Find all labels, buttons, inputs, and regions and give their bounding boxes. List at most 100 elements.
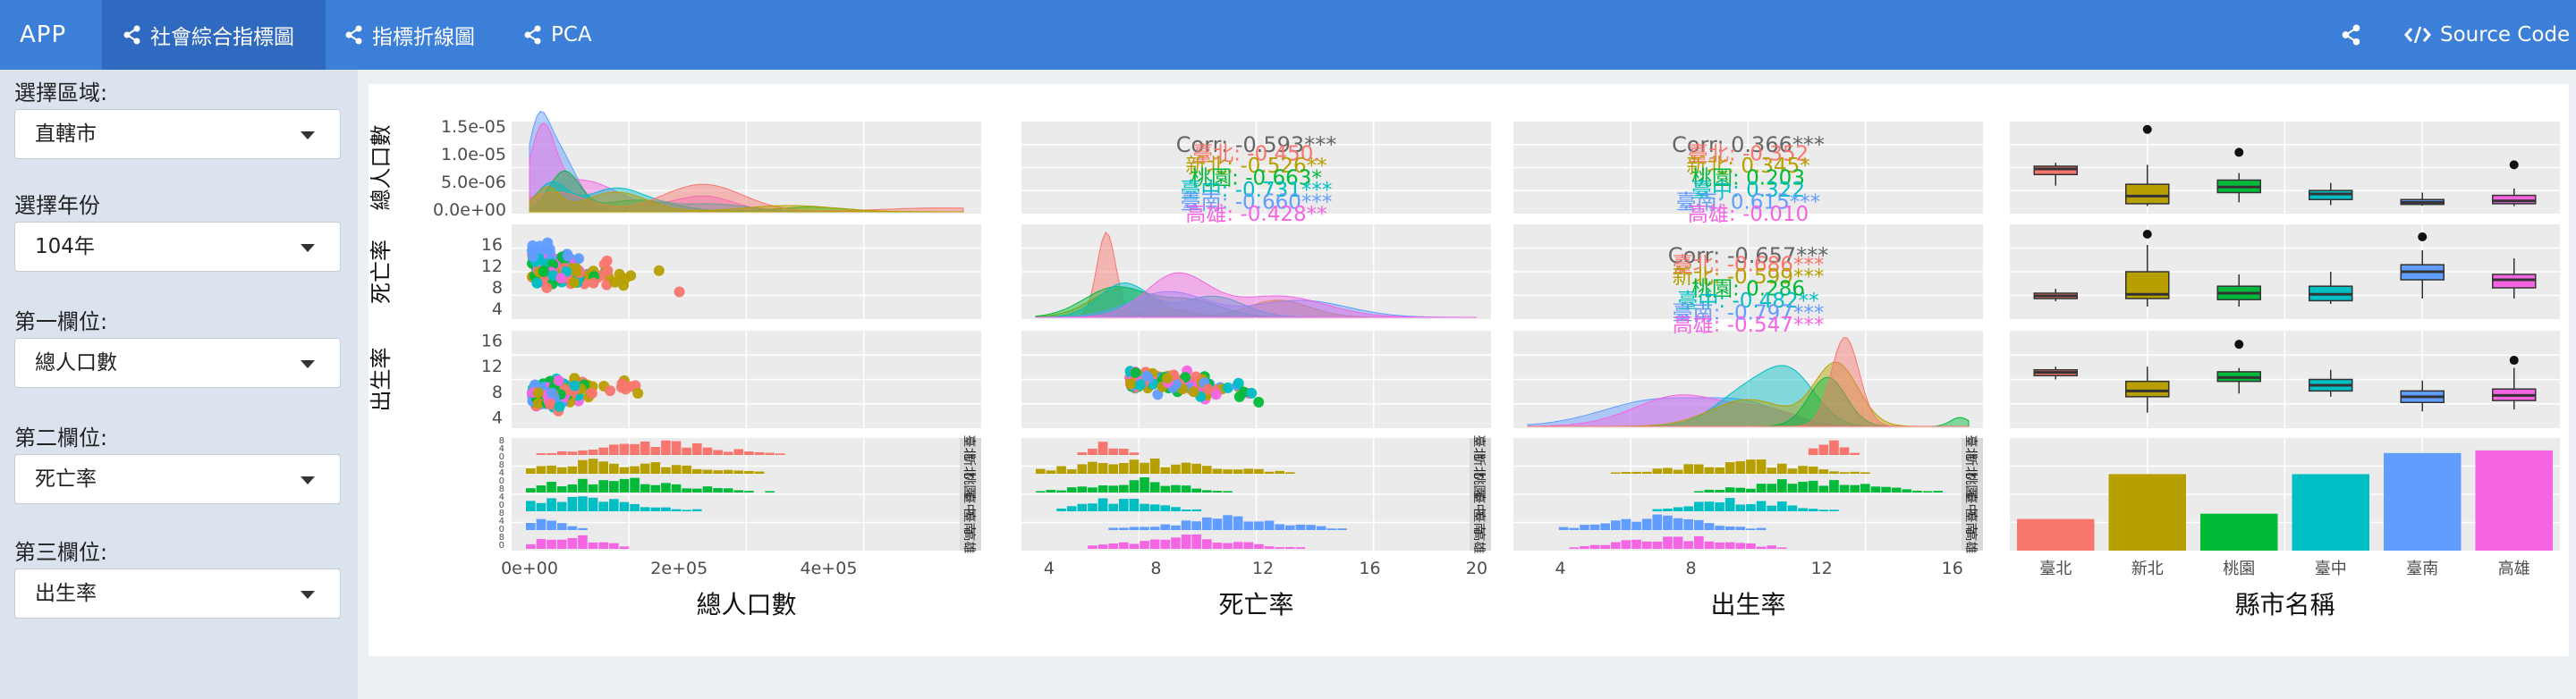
hist-bar-新北 (588, 459, 598, 474)
corr-新北: 新北: -0.599*** (1673, 265, 1825, 289)
corr-桃園: 桃園: -0.663* (1191, 167, 1322, 190)
app-brand[interactable]: APP (20, 21, 67, 48)
hist-bar-臺南 (1181, 520, 1191, 530)
outlier-point (2509, 160, 2519, 170)
corr-overall: Corr: -0.657*** (1668, 243, 1828, 268)
second-field-select[interactable]: 死亡率 (14, 454, 341, 504)
source-code-link[interactable]: Source Code (2404, 0, 2570, 70)
hist-bar-臺北 (1097, 442, 1108, 455)
hist-bar-臺中 (598, 501, 608, 511)
hist-bar-高雄 (567, 537, 578, 549)
hist-bar-高雄 (1223, 543, 1233, 549)
corr-桃園: 桃園: 0.203 (1691, 167, 1805, 190)
x-axis-title: 縣市名稱 (2234, 590, 2334, 619)
first-field-select[interactable]: 總人口數 (14, 338, 341, 388)
corr-臺中: 臺中: 0.322 (1691, 179, 1805, 202)
hist-bar-新北 (1756, 459, 1767, 474)
scatter-point (632, 388, 644, 399)
hist-bar-桃園 (1036, 491, 1046, 493)
hist-bar-臺北 (682, 447, 691, 455)
y-tick-hist: 8 (499, 436, 504, 446)
hist-bar-新北 (1181, 462, 1191, 474)
hist-bar-臺北 (1839, 447, 1850, 455)
third-field-select[interactable]: 出生率 (14, 568, 341, 619)
hist-bar-新北 (609, 463, 619, 474)
hist-bar-桃園 (1223, 491, 1233, 493)
scatter-point (609, 276, 621, 288)
hist-bar-新北 (1694, 464, 1704, 474)
scatter-point (569, 380, 580, 392)
tab-social-indicators[interactable]: 社會綜合指標圖 (102, 0, 326, 70)
plot-output: Corr: -0.593*** 臺北: -0.450. 新北: -0.526** 桃園… (369, 84, 2569, 656)
x-axis-title: 死亡率 (1218, 590, 1293, 619)
hist-bar-高雄 (1580, 546, 1589, 549)
hist-bar-新北 (1285, 472, 1295, 474)
hist-bar-高雄 (547, 539, 556, 549)
hist-bar-臺南 (1191, 521, 1201, 530)
hist-bar-新北 (1808, 466, 1818, 474)
hist-bar-臺中 (1704, 501, 1715, 511)
scatter-point (531, 277, 543, 289)
hist-bar-新北 (1191, 463, 1201, 474)
hist-bar-臺中 (1767, 505, 1776, 511)
hist-bar-高雄 (1641, 541, 1652, 549)
y-tick-death: 4 (492, 299, 503, 319)
year-label: 選擇年份 (14, 193, 100, 218)
year-select[interactable]: 104年 (14, 222, 341, 272)
hist-bar-臺南 (1715, 526, 1724, 530)
bar-桃園 (2200, 513, 2278, 551)
hist-bar-臺中 (1171, 507, 1181, 511)
hist-bar-桃園 (661, 483, 671, 493)
facet-label-高雄: 高雄 (1471, 529, 1487, 554)
hist-bar-新北 (1275, 470, 1284, 474)
tab-indicator-line-chart[interactable]: 指標折線圖 (345, 0, 475, 70)
hist-bar-桃園 (1818, 485, 1829, 493)
hist-bar-新北 (661, 467, 671, 474)
hist-bar-桃園 (1191, 488, 1201, 493)
hist-bar-桃園 (1767, 484, 1776, 493)
hist-bar-新北 (1223, 469, 1233, 474)
hist-bar-臺北 (598, 447, 608, 455)
hist-bar-臺北 (567, 451, 578, 455)
x-tick-birth: 16 (1942, 559, 1963, 578)
share-button[interactable] (2342, 0, 2361, 70)
hist-bar-桃園 (723, 488, 733, 493)
hist-bar-臺中 (588, 497, 598, 511)
hist-bar-高雄 (1715, 542, 1724, 549)
facet-label-臺南: 臺南 (962, 510, 976, 535)
hist-bar-高雄 (1631, 539, 1641, 549)
hist-bar-臺南 (1171, 525, 1181, 530)
x-tick-death: 20 (1466, 559, 1487, 578)
hist-bar-新北 (567, 466, 578, 474)
hist-bar-臺北 (1077, 452, 1088, 455)
third-field-label: 第三欄位: (14, 540, 108, 565)
hist-bar-臺北 (692, 442, 702, 455)
box-臺北 (2033, 165, 2078, 176)
corr-新北: 新北: 0.345* (1686, 155, 1809, 178)
hist-bar-桃園 (1108, 485, 1118, 493)
hist-bar-臺北 (765, 452, 775, 455)
y-tick-hist: 4 (499, 517, 504, 526)
hist-bar-高雄 (1735, 543, 1746, 549)
hist-bar-高雄 (1663, 536, 1673, 549)
bar-臺中 (2292, 474, 2369, 551)
hist-bar-臺北 (1088, 448, 1097, 455)
hist-bar-新北 (1264, 471, 1275, 474)
tab-pca[interactable]: PCA (524, 0, 592, 70)
scatter-point (588, 277, 599, 289)
hist-bar-桃園 (1808, 480, 1818, 493)
hist-bar-桃園 (1829, 480, 1839, 493)
hist-bar-桃園 (1902, 489, 1912, 493)
hist-bar-新北 (1149, 458, 1160, 474)
scatter-point (1141, 370, 1152, 382)
region-select[interactable]: 直轄市 (14, 109, 341, 159)
hist-bar-臺中 (1160, 505, 1171, 511)
y-tick-hist: 0 (499, 452, 504, 462)
corr-高雄: 高雄: -0.010 (1688, 203, 1809, 226)
hist-bar-臺南 (1212, 518, 1223, 530)
share-icon (345, 25, 362, 45)
hist-bar-新北 (630, 466, 640, 474)
hist-bar-新北 (713, 470, 723, 474)
x-axis-title: 出生率 (1710, 590, 1785, 619)
scatter-point (602, 265, 614, 276)
